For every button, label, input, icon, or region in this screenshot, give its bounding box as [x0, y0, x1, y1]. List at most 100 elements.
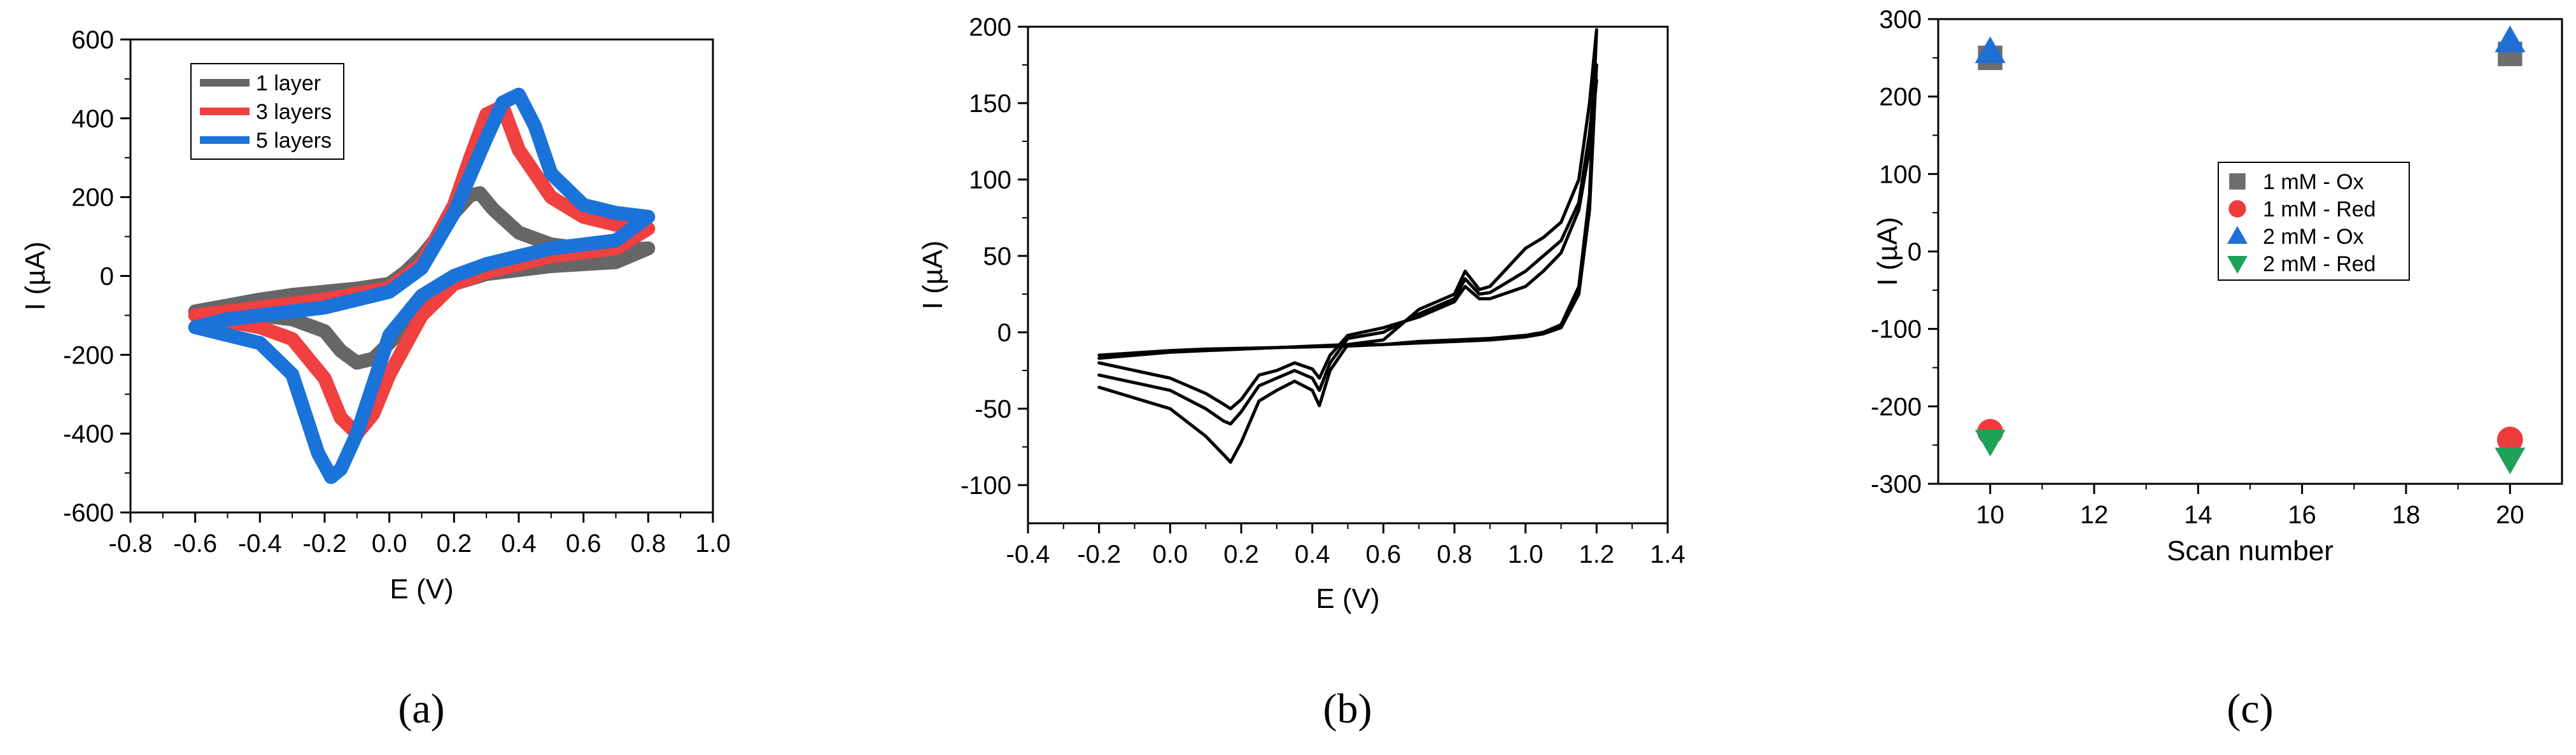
x-tick-label: 0.8 — [1437, 540, 1472, 568]
series-point — [550, 196, 552, 198]
series-point — [1293, 370, 1295, 371]
series-point — [1479, 293, 1481, 295]
series-point — [534, 125, 536, 127]
legend-marker — [2227, 256, 2248, 274]
y-tick-label: 50 — [983, 243, 1012, 271]
plot-area — [188, 87, 656, 484]
legend-marker — [2227, 226, 2248, 244]
series-point — [1169, 349, 1171, 351]
series-point — [292, 294, 293, 296]
series-point — [550, 248, 552, 250]
series-point — [1276, 347, 1277, 348]
x-tick-label: 0.2 — [437, 530, 472, 558]
series-point — [1418, 309, 1420, 310]
x-tick-label: 0.0 — [372, 530, 407, 558]
series-point — [1578, 179, 1580, 180]
y-tick-label: 300 — [1879, 6, 1922, 34]
data-point-2 — [2495, 25, 2526, 53]
series-point — [1524, 286, 1526, 287]
series-point — [518, 232, 519, 234]
series-point — [582, 251, 584, 253]
series-point — [1560, 327, 1562, 328]
series-point — [388, 291, 390, 293]
series-point — [1258, 374, 1260, 376]
series-point — [1383, 344, 1384, 346]
y-tick-label: -400 — [63, 420, 114, 448]
series-point — [1489, 286, 1491, 287]
series-point — [550, 173, 552, 174]
series-point — [372, 358, 374, 360]
series-point — [1329, 370, 1331, 371]
x-tick-label: 0.2 — [1223, 540, 1259, 568]
y-tick-label: -300 — [1871, 470, 1922, 498]
series-point — [259, 307, 261, 309]
series-point — [615, 261, 617, 263]
series-point — [1464, 278, 1466, 279]
y-axis-label: I (µA) — [20, 241, 51, 310]
x-tick-label: 20 — [2496, 501, 2524, 529]
series-point — [1098, 357, 1100, 359]
legend-marker — [2228, 200, 2246, 218]
series-point — [1205, 348, 1207, 350]
series-point — [582, 216, 584, 218]
series-point — [292, 338, 293, 340]
series-point — [1311, 368, 1313, 370]
series-point — [1276, 370, 1277, 371]
series-point — [1464, 271, 1466, 272]
series-point — [1596, 29, 1598, 31]
series-point — [340, 468, 342, 470]
y-tick-label: -100 — [1871, 316, 1922, 344]
data-point-2 — [1974, 36, 2006, 64]
series-point — [1169, 408, 1171, 409]
series-point — [1098, 362, 1100, 363]
series-point — [453, 275, 455, 277]
series-point — [582, 204, 584, 206]
series-point — [615, 239, 617, 241]
series-point — [647, 228, 649, 230]
y-tick-label: 600 — [71, 26, 114, 54]
series-point — [1454, 341, 1455, 342]
series-point — [1418, 316, 1420, 318]
series-point — [194, 326, 196, 328]
y-tick-label: 0 — [1908, 238, 1922, 266]
series-point — [518, 263, 519, 265]
series-point — [340, 350, 342, 352]
data-point-3 — [1974, 430, 2006, 457]
series-point — [1524, 271, 1526, 272]
series-point — [1418, 313, 1420, 315]
series-point — [259, 326, 261, 328]
series-point — [1524, 248, 1526, 249]
series-point — [227, 334, 229, 336]
series-point — [1479, 298, 1481, 300]
panel-label: (c) — [2227, 686, 2273, 732]
x-tick-label: 10 — [1976, 501, 2004, 529]
x-tick-label: -0.8 — [109, 530, 153, 558]
series-point — [317, 453, 319, 455]
series-point — [1578, 293, 1580, 295]
series-point — [194, 314, 196, 316]
series-point — [1098, 355, 1100, 356]
series-point — [356, 433, 358, 435]
series-point — [518, 149, 519, 151]
series-line-2 — [188, 87, 656, 484]
series-point — [292, 318, 293, 320]
series-point — [1311, 390, 1313, 392]
series-point — [1230, 423, 1232, 425]
legend-box — [2218, 162, 2410, 281]
series-point — [1329, 355, 1331, 356]
series-point — [1241, 399, 1242, 400]
series-point — [615, 248, 617, 250]
series-point — [1454, 301, 1455, 302]
series-point — [1258, 400, 1260, 402]
series-point — [1464, 286, 1466, 287]
series-point — [453, 212, 455, 214]
y-tick-label: 200 — [1879, 83, 1922, 111]
series-point — [1205, 408, 1207, 409]
series-point — [330, 476, 332, 478]
chart-panel-1: -0.4 -0.2 0.0 0.2 0.4 0.6 0.8 1.0 1.2 1.4 -100 -50 0… — [917, 13, 1686, 732]
series-point — [486, 137, 488, 139]
series-point — [486, 271, 488, 273]
x-tick-label: 1.2 — [1579, 540, 1615, 568]
y-tick-label: -100 — [961, 472, 1011, 500]
